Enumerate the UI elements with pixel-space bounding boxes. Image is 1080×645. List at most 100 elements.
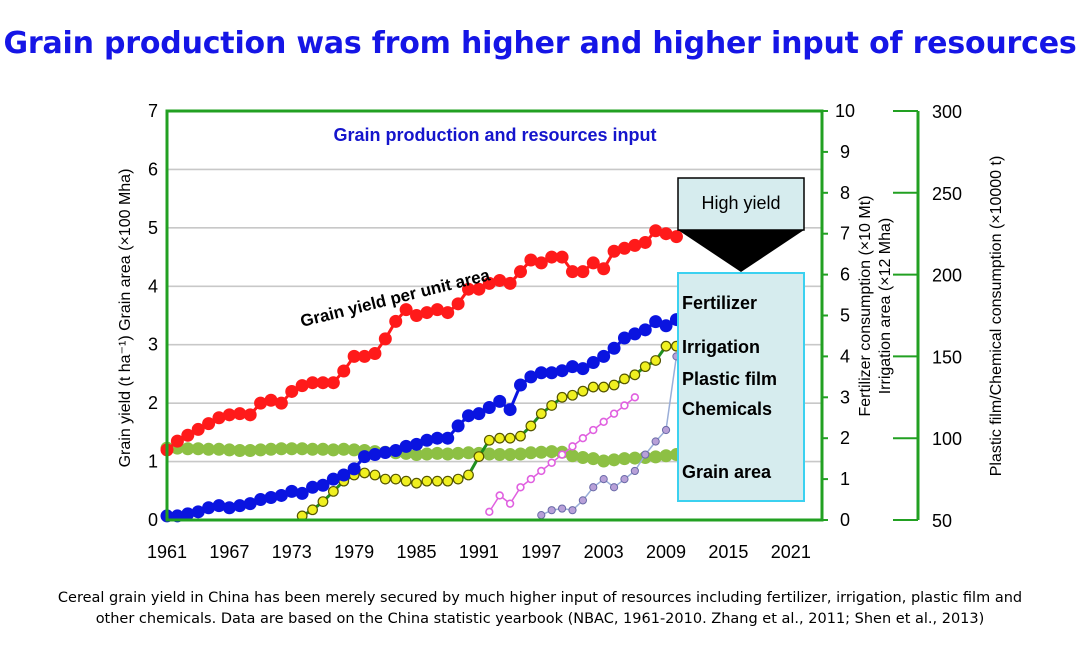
data-point-grain-yield-per-unit-area [410, 309, 424, 322]
data-point-grain-yield-per-unit-area [576, 265, 590, 279]
data-point-irrigation [567, 389, 578, 401]
right2-tick-label: 300 [932, 102, 962, 122]
data-point-grain-area [326, 443, 340, 457]
high-yield-callout: High yield [677, 177, 805, 272]
data-point-grain-area [181, 442, 195, 456]
data-point-fertilizer [503, 403, 517, 417]
x-tick-label: 1985 [397, 542, 437, 562]
data-point-grain-area [274, 442, 288, 456]
data-point-irrigation [411, 477, 422, 489]
data-point-irrigation [515, 430, 526, 442]
caption-line-1: Cereal grain yield in China has been mer… [57, 590, 1023, 606]
data-point-irrigation [535, 408, 547, 420]
right2-tick-label: 200 [932, 266, 962, 286]
data-point-fertilizer [306, 480, 320, 494]
series-layer [160, 224, 683, 523]
axes [165, 109, 920, 522]
data-point-grain-area [617, 452, 631, 466]
left-tick-label: 6 [148, 159, 158, 179]
data-point-grain-yield-per-unit-area [545, 250, 559, 264]
data-point-fertilizer [243, 497, 257, 511]
data-point-fertilizer [222, 501, 236, 515]
data-point-plastic-film [526, 474, 536, 484]
data-point-grain-yield-per-unit-area [597, 262, 611, 276]
data-point-grain-yield-per-unit-area [586, 256, 600, 270]
right-axis-2-ticks: 50 100 150 200 250 300 [893, 102, 962, 531]
data-point-irrigation [390, 473, 402, 485]
side-label-grain-area: Grain area [682, 462, 772, 482]
data-point-grain-area [264, 442, 278, 456]
data-point-fertilizer [441, 431, 455, 445]
data-point-grain-area [513, 447, 527, 461]
data-point-grain-yield-per-unit-area [191, 422, 205, 436]
data-point-grain-area [597, 454, 611, 468]
data-point-fertilizer [513, 378, 527, 392]
data-point-plastic-film [568, 442, 577, 451]
data-point-fertilizer [430, 431, 444, 445]
right-axis-2-title: Plastic film/Chemical consumption (×1000… [988, 156, 1005, 477]
data-point-plastic-film [578, 434, 588, 443]
caption-line-2: other chemicals. Data are based on the C… [95, 611, 985, 627]
data-point-fertilizer [462, 409, 476, 423]
caption: Cereal grain yield in China has been mer… [0, 588, 1080, 630]
high-yield-label: High yield [701, 193, 780, 213]
data-point-grain-yield-per-unit-area [306, 376, 320, 390]
data-point-fertilizer [326, 472, 340, 486]
data-point-grain-area [534, 445, 548, 459]
data-point-grain-yield-per-unit-area [513, 265, 527, 279]
data-point-irrigation [307, 504, 318, 516]
data-point-grain-yield-per-unit-area [534, 256, 548, 270]
data-point-grain-area [254, 443, 268, 457]
data-point-grain-area [430, 446, 444, 460]
right1-tick-label: 0 [840, 510, 850, 530]
left-axis-ticks: 0 1 2 3 4 5 6 7 [148, 101, 158, 530]
data-point-fertilizer [524, 370, 538, 384]
x-axis-ticks: 1961 1967 1973 1979 1985 1991 1997 2003 2009 2015… [147, 542, 811, 562]
data-point-grain-area [628, 451, 642, 465]
data-point-fertilizer [576, 362, 590, 376]
side-label-plastic-film: Plastic film [682, 369, 777, 389]
data-point-fertilizer [337, 468, 351, 482]
data-point-irrigation [546, 400, 558, 411]
data-point-irrigation [629, 369, 641, 381]
data-point-chemicals [589, 483, 598, 492]
chart: Grain production and resources input Gra… [117, 101, 1005, 562]
data-point-grain-area [347, 443, 361, 457]
data-point-fertilizer [555, 364, 569, 378]
data-point-irrigation [504, 432, 516, 444]
data-point-irrigation [327, 485, 339, 497]
data-point-fertilizer [410, 437, 424, 451]
data-point-fertilizer [607, 341, 621, 355]
data-point-grain-yield-per-unit-area [202, 417, 216, 431]
data-point-grain-yield-per-unit-area [493, 273, 507, 287]
data-point-grain-yield-per-unit-area [222, 408, 236, 422]
data-point-grain-yield-per-unit-area [638, 235, 652, 249]
data-point-grain-area [285, 442, 299, 456]
data-point-fertilizer [545, 366, 559, 380]
data-point-grain-yield-per-unit-area [441, 306, 455, 320]
x-tick-label: 1961 [147, 542, 187, 562]
data-point-fertilizer [638, 323, 652, 337]
right1-tick-label: 6 [840, 265, 850, 285]
data-point-fertilizer [586, 356, 600, 370]
data-point-fertilizer [565, 360, 579, 374]
right1-tick-label: 8 [840, 183, 850, 203]
data-point-irrigation [660, 340, 672, 352]
x-tick-label: 2015 [708, 542, 748, 562]
left-tick-label: 0 [148, 510, 158, 530]
right-axis-1-title-line1: Fertilizer consumption (×10 Mt) [857, 196, 874, 417]
right1-tick-label: 7 [840, 224, 850, 244]
data-point-grain-area [191, 442, 205, 456]
right1-tick-label: 9 [840, 142, 850, 162]
data-point-plastic-film [505, 499, 515, 508]
data-point-grain-area [233, 443, 247, 457]
data-point-irrigation [483, 434, 495, 446]
data-point-grain-yield-per-unit-area [212, 411, 226, 425]
side-label-box-bg [677, 272, 805, 502]
data-point-grain-yield-per-unit-area [233, 407, 247, 421]
data-point-grain-yield-per-unit-area [316, 376, 330, 390]
data-point-grain-yield-per-unit-area [607, 244, 621, 258]
data-point-plastic-film [630, 393, 640, 402]
series-irrigation [296, 340, 682, 522]
left-tick-label: 1 [148, 452, 158, 472]
